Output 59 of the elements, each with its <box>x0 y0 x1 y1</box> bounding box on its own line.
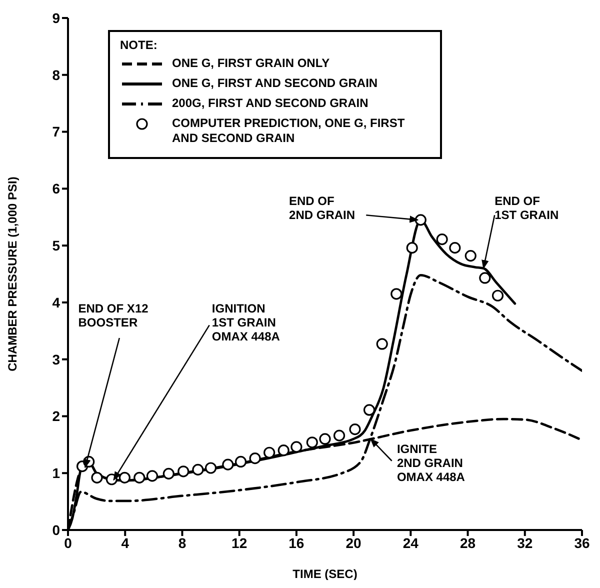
legend-label: COMPUTER PREDICTION, ONE G, FIRST AND SECOND GRAIN <box>172 116 406 146</box>
point <box>333 430 346 442</box>
y-tick-label: 4 <box>52 294 60 310</box>
point <box>414 214 426 226</box>
annotation: END OF 2ND GRAIN <box>289 194 356 222</box>
annotation: IGNITE 2ND GRAIN OMAX 448A <box>396 442 466 484</box>
annotation: IGNITION 1ST GRAIN OMAX 448A <box>212 301 280 344</box>
point <box>192 464 204 476</box>
point <box>264 446 276 458</box>
x-tick-label: 32 <box>517 534 533 551</box>
x-tick-label: 36 <box>574 534 590 551</box>
point <box>306 436 318 448</box>
point <box>319 433 331 445</box>
y-tick-label: 9 <box>52 10 60 26</box>
point <box>290 441 302 453</box>
y-tick-label: 1 <box>52 465 60 482</box>
point <box>492 290 504 302</box>
x-tick-label: 16 <box>288 534 304 551</box>
point <box>204 462 217 474</box>
y-tick-label: 5 <box>52 238 60 254</box>
y-tick-label: 8 <box>52 66 60 83</box>
x-tick-label: 12 <box>232 534 248 551</box>
y-tick-label: 3 <box>52 351 60 368</box>
point <box>91 472 103 484</box>
x-tick-label: 28 <box>460 534 476 551</box>
legend-label: ONE G, FIRST GRAIN ONLY <box>172 56 330 71</box>
y-tick-label: 7 <box>52 124 60 140</box>
y-tick-label: 6 <box>52 180 60 197</box>
point <box>118 472 130 484</box>
point <box>390 288 402 300</box>
point <box>162 468 174 480</box>
point <box>134 472 146 484</box>
x-tick-label: 24 <box>402 534 419 551</box>
point <box>436 234 448 246</box>
y-axis-title: CHAMBER PRESSURE (1,000 PSI) <box>5 176 20 372</box>
point <box>178 466 190 478</box>
point <box>464 250 476 262</box>
point <box>376 338 388 350</box>
x-tick-label: 4 <box>121 534 130 551</box>
point <box>363 404 376 416</box>
x-tick-label: 20 <box>346 534 362 551</box>
point <box>234 456 247 468</box>
point <box>449 242 461 254</box>
point <box>249 452 261 464</box>
annotation: END OF 1ST GRAIN <box>494 194 559 222</box>
x-tick-label: 0 <box>64 534 72 551</box>
point <box>278 444 290 456</box>
point <box>349 424 361 436</box>
point <box>146 470 158 482</box>
legend-title: NOTE: <box>120 38 158 53</box>
annotation: END OF X12 BOOSTER <box>78 301 149 330</box>
point <box>479 272 491 284</box>
legend-label: ONE G, FIRST AND SECOND GRAIN <box>172 76 378 91</box>
y-tick-label: 0 <box>52 522 60 538</box>
legend-label: 200G, FIRST AND SECOND GRAIN <box>172 96 368 111</box>
point <box>406 242 418 254</box>
y-tick-label: 2 <box>52 408 60 424</box>
x-tick-label: 8 <box>178 534 186 551</box>
point <box>222 458 234 470</box>
